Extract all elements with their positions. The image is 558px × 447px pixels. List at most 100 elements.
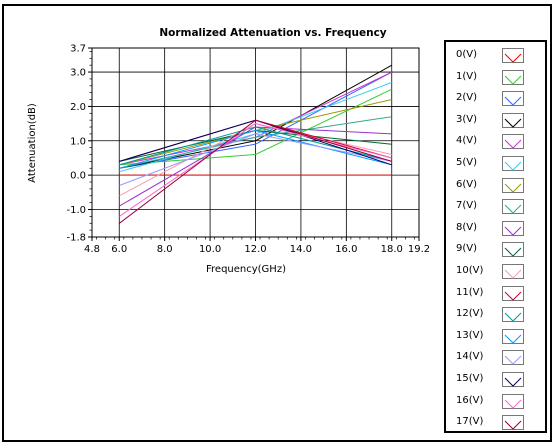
series-line-1 (119, 88, 393, 166)
y-tick-label: -1.8 (66, 233, 86, 244)
legend-label: 4(V) (456, 135, 478, 147)
legend-label: 9(V) (456, 243, 478, 255)
legend-line-mark (504, 269, 522, 279)
legend-item: 6(V) (446, 176, 545, 197)
legend-line-mark (504, 118, 522, 128)
legend-label: 17(V) (456, 416, 484, 428)
legend-line-mark (504, 291, 522, 301)
x-tick-label: 10.0 (199, 244, 221, 255)
legend-item: 9(V) (446, 240, 545, 261)
axis-ticks: 4.8 6.0 8.0 10.0 12.0 14.0 16.0 18.0 19.2 -1.8 -1.… (66, 44, 430, 256)
y-tick-label: 0.0 (70, 171, 86, 182)
legend-swatch (502, 415, 524, 431)
series-line-13 (119, 129, 392, 169)
legend-line-mark (504, 420, 522, 430)
legend-label: 0(V) (456, 49, 478, 60)
legend-label: 8(V) (456, 221, 478, 233)
legend-swatch (502, 350, 524, 366)
y-tick-label: 1.0 (70, 136, 86, 147)
legend-line-icon (504, 356, 522, 366)
legend-swatch (502, 134, 524, 150)
legend-line-mark (504, 356, 522, 366)
series-line-16 (119, 123, 392, 217)
legend-line-icon (504, 312, 522, 322)
legend-line-icon (504, 399, 522, 409)
legend-label: 6(V) (456, 178, 478, 190)
legend-label: 13(V) (456, 329, 484, 341)
legend-line-mark (504, 183, 522, 193)
legend-item: 7(V) (446, 197, 545, 218)
legend-swatch (502, 48, 524, 63)
series-line-14 (119, 133, 392, 186)
legend-item: 10(V) (446, 262, 545, 283)
legend-swatch (502, 220, 524, 236)
x-tick-label: 12.0 (244, 244, 266, 255)
legend-label: 16(V) (456, 394, 484, 406)
legend-line-mark (504, 399, 522, 409)
legend-item: 0(V) (446, 46, 545, 67)
legend-label: 3(V) (456, 113, 478, 125)
y-tick-label: 2.0 (70, 102, 86, 113)
legend-line-icon (504, 53, 522, 63)
legend-swatch (502, 393, 524, 409)
legend-line-mark (504, 161, 522, 171)
legend-line-mark (504, 75, 522, 85)
x-tick-label: 6.0 (111, 244, 127, 255)
x-tick-label: 4.8 (84, 244, 100, 255)
legend-line-icon (504, 377, 522, 387)
x-tick-label: 8.0 (157, 244, 173, 255)
x-axis-label: Frequency(GHz) (206, 264, 286, 275)
legend-item: 2(V) (446, 89, 545, 110)
legend-line-icon (504, 334, 522, 344)
legend-item: 11(V) (446, 284, 545, 305)
legend-line-icon (504, 118, 522, 128)
legend-swatch (502, 307, 524, 323)
legend-line-mark (504, 312, 522, 322)
legend-label: 2(V) (456, 92, 478, 104)
series-lines (118, 64, 393, 224)
legend-line-icon (504, 226, 522, 236)
legend-line-mark (504, 204, 522, 214)
legend-swatch (502, 112, 524, 128)
legend-line-mark (504, 140, 522, 150)
legend-swatch (502, 156, 524, 171)
legend-item: 14(V) (446, 348, 545, 369)
legend-label: 5(V) (456, 157, 478, 168)
legend-swatch (502, 264, 524, 279)
legend-label: 12(V) (456, 308, 484, 320)
legend-line-icon (504, 140, 522, 150)
legend-item: 12(V) (446, 305, 545, 326)
legend-label: 15(V) (456, 373, 484, 384)
legend-line-icon (504, 183, 522, 193)
y-axis-label: Attenuation(dB) (27, 103, 38, 183)
legend-item: 13(V) (446, 327, 545, 348)
legend-item: 3(V) (446, 111, 545, 132)
legend-label: 10(V) (456, 265, 484, 276)
legend-line-icon (504, 161, 522, 171)
legend-item: 4(V) (446, 132, 545, 153)
x-tick-label: 16.0 (335, 244, 357, 255)
legend-item: 16(V) (446, 392, 545, 413)
grid (92, 48, 419, 237)
legend-line-mark (504, 96, 522, 106)
legend-label: 7(V) (456, 200, 478, 212)
legend-line-mark (504, 226, 522, 236)
legend-swatch (502, 199, 524, 215)
legend-swatch (502, 91, 524, 107)
legend-line-icon (504, 75, 522, 85)
legend-line-mark (504, 248, 522, 258)
legend-item: 17(V) (446, 413, 545, 434)
legend-swatch (502, 177, 524, 193)
legend-swatch (502, 328, 524, 344)
legend-label: 14(V) (456, 351, 484, 363)
chart-title: Normalized Attenuation vs. Frequency (159, 27, 386, 39)
series-line-2 (119, 71, 393, 169)
legend-item: 15(V) (446, 370, 545, 391)
legend-line-icon (504, 269, 522, 279)
y-tick-label: -1.0 (66, 205, 86, 216)
legend-line-icon (504, 248, 522, 258)
series-line-17 (118, 119, 392, 224)
legend-swatch (502, 69, 524, 85)
legend-label: 1(V) (456, 70, 478, 82)
